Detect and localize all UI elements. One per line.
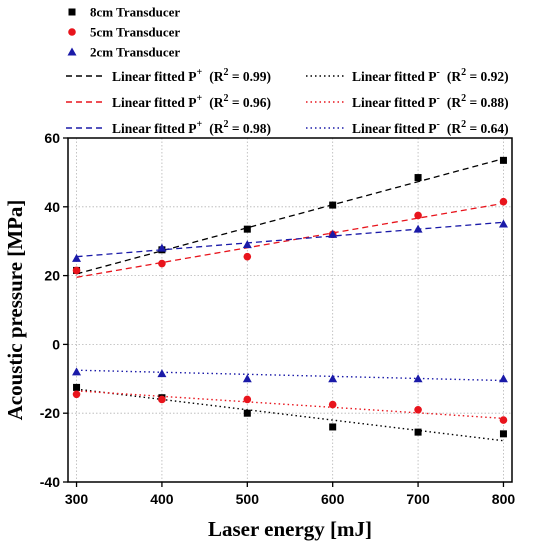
fit-line-negative bbox=[76, 390, 504, 420]
data-point-triangle bbox=[242, 374, 252, 383]
fit-legend-label: Linear fitted P- (R2 = 0.64) bbox=[352, 119, 509, 136]
data-point-triangle bbox=[498, 219, 508, 228]
plot-frame bbox=[67, 137, 513, 483]
data-point-circle bbox=[243, 252, 252, 261]
data-point-circle bbox=[499, 197, 508, 206]
y-tick-label: 60 bbox=[44, 130, 60, 146]
plot-area: 300 400 500 600 700 800 -40 -20 0 20 40 60 bbox=[40, 130, 516, 507]
data-point-triangle bbox=[242, 240, 252, 249]
data-point-circle bbox=[68, 28, 76, 36]
data-point-triangle bbox=[328, 229, 338, 238]
fit-legend-label: Linear fitted P+ (R2 = 0.98) bbox=[112, 119, 271, 136]
data-point-circle bbox=[72, 266, 81, 275]
fit-legend-label: Linear fitted P- (R2 = 0.88) bbox=[352, 93, 509, 110]
y-axis-title: Acoustic pressure [MPa] bbox=[3, 200, 27, 421]
data-point-triangle bbox=[413, 374, 423, 383]
data-point-triangle bbox=[72, 367, 82, 376]
data-point-square bbox=[329, 201, 337, 209]
data-point-triangle bbox=[498, 374, 508, 383]
fit-legend-label: Linear fitted P- (R2 = 0.92) bbox=[352, 67, 509, 84]
data-point-circle bbox=[243, 395, 252, 404]
fit-line-positive bbox=[76, 221, 504, 258]
fit-legend-label: Linear fitted P+ (R2 = 0.99) bbox=[112, 67, 271, 84]
legend-label: 8cm Transducer bbox=[90, 5, 180, 20]
data-point-triangle bbox=[72, 253, 82, 262]
y-tick-label: -20 bbox=[40, 405, 60, 421]
x-tick-label: 600 bbox=[321, 491, 345, 507]
y-tick-label: -40 bbox=[40, 474, 60, 490]
data-point-triangle bbox=[413, 224, 423, 233]
legend-label: 5cm Transducer bbox=[90, 25, 180, 40]
data-point-square bbox=[73, 383, 81, 391]
fit-line-positive bbox=[76, 202, 504, 278]
x-tick-label: 700 bbox=[406, 491, 430, 507]
legend-label: 2cm Transducer bbox=[90, 45, 180, 60]
x-tick-label: 800 bbox=[492, 491, 516, 507]
data-point-square bbox=[499, 156, 507, 164]
data-point-circle bbox=[158, 259, 166, 268]
data-point-square bbox=[414, 428, 422, 436]
data-point-circle bbox=[499, 416, 508, 424]
x-tick-label: 400 bbox=[150, 491, 174, 507]
fit-line-positive bbox=[76, 158, 504, 275]
data-point-circle bbox=[414, 405, 422, 414]
y-tick-label: 40 bbox=[44, 199, 60, 215]
fit-line-negative bbox=[76, 369, 504, 382]
data-point-circle bbox=[414, 211, 422, 220]
data-point-circle bbox=[72, 390, 81, 399]
x-tick-label: 500 bbox=[236, 491, 260, 507]
data-point-square bbox=[499, 430, 507, 438]
legend: 8cm Transducer 5cm Transducer 2cm Transduc… bbox=[66, 5, 509, 136]
data-point-triangle bbox=[67, 47, 77, 56]
data-point-square bbox=[243, 225, 251, 233]
data-point-square bbox=[243, 409, 251, 417]
fit-legend-label: Linear fitted P+ (R2 = 0.96) bbox=[112, 93, 271, 110]
data-point-triangle bbox=[157, 243, 167, 252]
y-tick-label: 0 bbox=[52, 336, 60, 352]
data-point-circle bbox=[158, 395, 166, 404]
data-point-square bbox=[329, 423, 337, 431]
data-point-circle bbox=[328, 400, 337, 409]
fit-line-negative bbox=[76, 388, 504, 442]
y-tick-label: 20 bbox=[44, 268, 60, 284]
data-point-square bbox=[68, 8, 76, 16]
x-axis-title: Laser energy [mJ] bbox=[208, 517, 372, 541]
data-point-triangle bbox=[328, 374, 338, 383]
data-point-square bbox=[414, 174, 422, 182]
data-point-triangle bbox=[157, 369, 167, 378]
x-tick-label: 300 bbox=[65, 491, 89, 507]
